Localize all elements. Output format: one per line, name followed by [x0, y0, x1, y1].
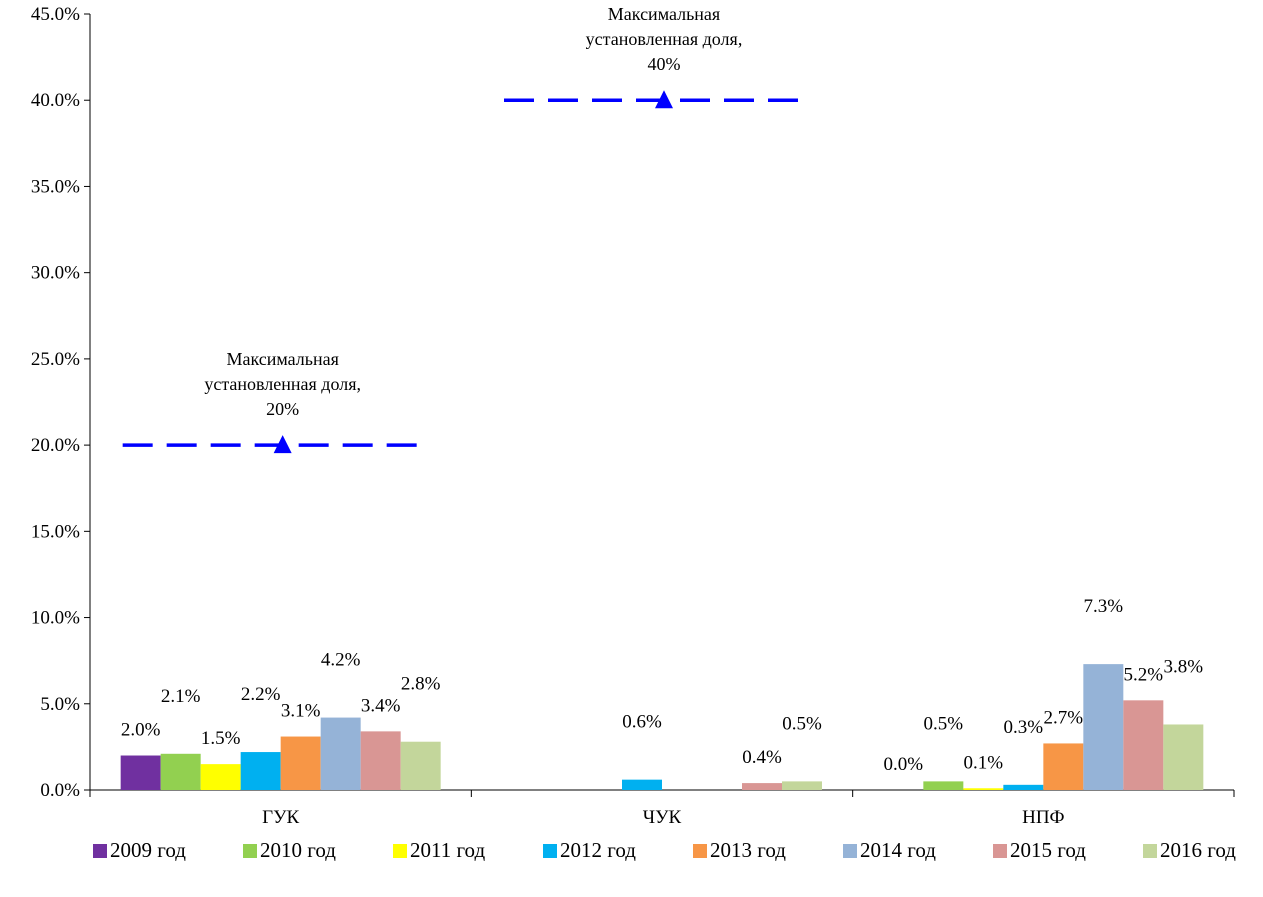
data-label: 1.5%	[201, 728, 241, 749]
y-tick-label: 5.0%	[40, 694, 80, 715]
legend-label: 2010 год	[260, 838, 336, 862]
limit-annotation: Максимальная	[608, 4, 720, 24]
legend: 2009 год 2010 год 2011 год 2012 год 2013 год…	[93, 838, 1236, 862]
data-label: 5.2%	[1124, 664, 1164, 685]
data-label: 7.3%	[1084, 596, 1124, 617]
limit-lines: Максимальная установленная доля, 20% Максим…	[122, 4, 800, 454]
legend-label: 2013 год	[710, 838, 786, 862]
limit-marker-triangle	[273, 435, 292, 454]
legend-label: 2015 год	[1010, 838, 1086, 862]
limit-annotation: Максимальная	[226, 349, 338, 369]
bar-2015-год	[1123, 700, 1164, 790]
data-labels: 2.0% 0.0% 2.1% 0.5% 1.5% 0.1% 2.2% 0.6% 0.3% 3.1%…	[121, 596, 1203, 775]
legend-label: 2012 год	[560, 838, 636, 862]
bar-2015-год	[360, 731, 401, 790]
data-label: 2.2%	[241, 684, 281, 705]
bar-2012-год	[622, 779, 662, 790]
y-tick-label: 0.0%	[40, 780, 80, 801]
bar-2010-год	[923, 781, 964, 790]
y-tick-label: 25.0%	[31, 349, 80, 370]
bar-2009-год	[120, 755, 161, 790]
data-label: 0.0%	[884, 754, 924, 775]
data-label: 2.7%	[1044, 707, 1084, 728]
legend-label: 2014 год	[860, 838, 936, 862]
legend-swatch	[1143, 844, 1157, 858]
x-category-label: ЧУК	[643, 807, 682, 828]
data-label: 2.8%	[401, 674, 441, 695]
bar-2013-год	[1043, 743, 1084, 790]
data-label: 0.4%	[742, 747, 782, 768]
limit-annotation: установленная доля,	[586, 29, 743, 49]
data-label: 2.0%	[121, 720, 161, 741]
y-tick-label: 45.0%	[31, 4, 80, 25]
bar-2014-год	[320, 717, 361, 790]
x-category-label: ГУК	[262, 807, 299, 828]
data-label: 0.6%	[622, 712, 662, 733]
data-label: 0.3%	[1004, 717, 1044, 738]
bar-2012-год	[240, 752, 281, 790]
bar-2010-год	[160, 753, 201, 790]
legend-swatch	[93, 844, 107, 858]
bar-2016-год	[1163, 724, 1204, 790]
y-tick-label: 15.0%	[31, 521, 80, 542]
legend-swatch	[543, 844, 557, 858]
legend-label: 2016 год	[1160, 838, 1236, 862]
data-label: 0.5%	[782, 713, 822, 734]
data-label: 0.1%	[964, 752, 1004, 773]
y-tick-label: 35.0%	[31, 176, 80, 197]
y-axis: 0.0% 5.0% 10.0% 15.0% 20.0% 25.0% 30.0% 35.0% 40…	[31, 4, 91, 801]
y-tick-label: 30.0%	[31, 263, 80, 284]
data-label: 0.5%	[924, 713, 964, 734]
legend-label: 2009 год	[110, 838, 186, 862]
y-tick-label: 20.0%	[31, 435, 80, 456]
bar-2015-год	[742, 783, 782, 790]
legend-label: 2011 год	[410, 838, 485, 862]
data-label: 4.2%	[321, 650, 361, 671]
data-label: 2.1%	[161, 686, 201, 707]
data-label: 3.1%	[281, 701, 321, 722]
limit-annotation: установленная доля,	[204, 374, 361, 394]
y-tick-label: 10.0%	[31, 608, 80, 629]
data-label: 3.4%	[361, 695, 401, 716]
x-axis: ГУК ЧУК НПФ	[89, 789, 1235, 828]
bar-2012-год	[1003, 784, 1044, 790]
limit-annotation: 20%	[266, 399, 299, 419]
legend-swatch	[393, 844, 407, 858]
x-category-label: НПФ	[1022, 807, 1064, 828]
legend-swatch	[993, 844, 1007, 858]
legend-swatch	[243, 844, 257, 858]
bar-2011-год	[963, 788, 1004, 790]
bar-2016-год	[782, 781, 822, 790]
bar-2013-год	[280, 736, 321, 790]
bar-2014-год	[1083, 664, 1124, 790]
y-tick-label: 40.0%	[31, 90, 80, 111]
data-label: 3.8%	[1164, 656, 1204, 677]
bars	[120, 664, 1204, 790]
bar-2016-год	[400, 741, 441, 790]
legend-swatch	[843, 844, 857, 858]
legend-swatch	[693, 844, 707, 858]
limit-annotation: 40%	[648, 54, 681, 74]
limit-marker-triangle	[655, 90, 673, 109]
bar-2011-год	[200, 764, 241, 790]
